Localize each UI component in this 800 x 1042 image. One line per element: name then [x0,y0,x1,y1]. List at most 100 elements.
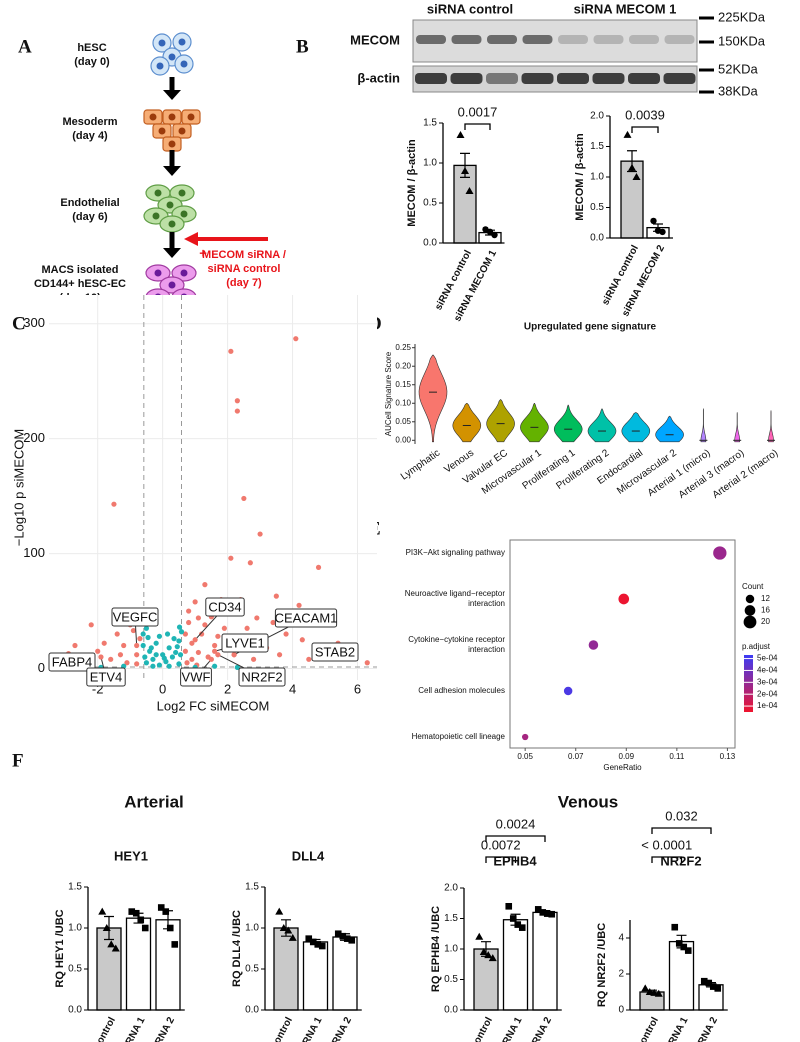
replicate-point [128,908,136,915]
chart-title: Upregulated gene signature [524,322,657,333]
violin [700,408,707,443]
panel-letter: F [12,750,24,771]
replicate-point [475,932,484,940]
blot-band [522,35,553,44]
blot-band [521,73,554,84]
replicate-point [659,228,666,236]
replicate-point [339,932,347,940]
x-tick-label: Microvascular 1 [480,447,544,496]
colorbar [744,655,753,712]
blot-band [557,73,589,84]
point [143,660,150,666]
replicate-point [700,977,708,985]
blot-band [415,73,447,84]
step-label: Mesoderm [62,116,117,128]
nucleus [180,210,188,218]
replicate-point [166,924,174,932]
point [134,661,140,667]
x-tick-label: 6 [354,681,361,696]
replicate-point [650,217,657,225]
point [176,624,183,630]
point [174,644,180,650]
y-tick-label: 1.5 [68,882,82,893]
panel-letter: B [296,36,309,57]
gene-label: CEACAM1 [275,610,338,625]
dot [713,546,727,560]
point [221,625,227,631]
point [124,660,130,666]
point [140,631,146,637]
gene-point [212,648,218,654]
point [270,619,276,626]
point [173,649,179,656]
point [228,348,234,354]
p-value: < 0.0001 [641,837,692,852]
violin [734,412,740,443]
replicate-point [288,933,297,941]
nucleus [180,60,188,68]
point [121,642,127,649]
p-value: 0.0039 [625,107,665,122]
point [189,640,195,646]
point [169,654,176,660]
violin [655,415,684,443]
blot-row: β-actin [357,70,400,85]
point [195,615,201,621]
replicate-point [488,954,497,962]
y-tick-label: PI3K−Akt signaling pathway [406,548,505,557]
gene-label: LYVE1 [225,635,265,650]
x-tick-label: 4 [289,681,296,696]
blot-band [592,73,625,84]
dot [618,593,630,605]
plot-frame [509,539,736,749]
blot-band [558,35,588,44]
treatment-label: siRNA control [208,263,281,275]
legend-label: 16 [761,606,770,615]
y-axis-title: MECOM / β-actin [406,139,418,227]
replicate-point [479,948,488,956]
treatment-label: (day 7) [226,277,262,289]
replicate-point [465,187,474,194]
y-tick-label: 1.5 [423,118,437,129]
replicate-point [318,942,326,950]
dot [588,640,599,650]
replicate-point [543,910,551,917]
replicate-point [539,909,547,916]
gene-box [205,597,245,617]
y-axis-title: RQ HEY1 /UBC [54,909,66,987]
nucleus [168,113,176,121]
significance-bracket [651,827,712,834]
point [186,619,192,626]
point [178,629,185,635]
x-tick-label: siRNA 2 [526,1015,554,1042]
y-tick-label: 0.5 [68,964,82,975]
point [306,656,312,662]
point [176,638,182,644]
point [150,656,156,662]
replicate-point [102,924,111,931]
significance-bracket [631,126,659,133]
nucleus [156,62,164,70]
y-tick-label: 0.5 [590,202,604,213]
x-tick-label: siRNA 1 [497,1015,525,1042]
p-value: 0.0072 [481,837,521,852]
x-tick-label: siRNA 2 [149,1015,177,1042]
gene-label: STAB2 [315,644,355,659]
point [134,652,140,658]
violin [621,412,651,443]
violin [520,402,549,443]
point [95,648,101,654]
y-tick-label: Cell adhesion molecules [418,686,505,695]
y-axis-title: RQ DLL4 /UBC [231,910,243,987]
step-label: (day 6) [72,211,108,223]
significance-bracket [485,856,517,863]
point [166,663,172,669]
bar [502,919,529,1011]
y-tick-label: 2 [618,969,624,980]
y-tick-label: 200 [23,430,45,445]
y-tick-label: 100 [23,545,45,560]
x-tick-label: siRNA 1 [120,1015,148,1042]
violin [452,402,482,443]
x-tick-label: 0.07 [568,752,584,761]
p-value: 0.032 [665,808,698,823]
